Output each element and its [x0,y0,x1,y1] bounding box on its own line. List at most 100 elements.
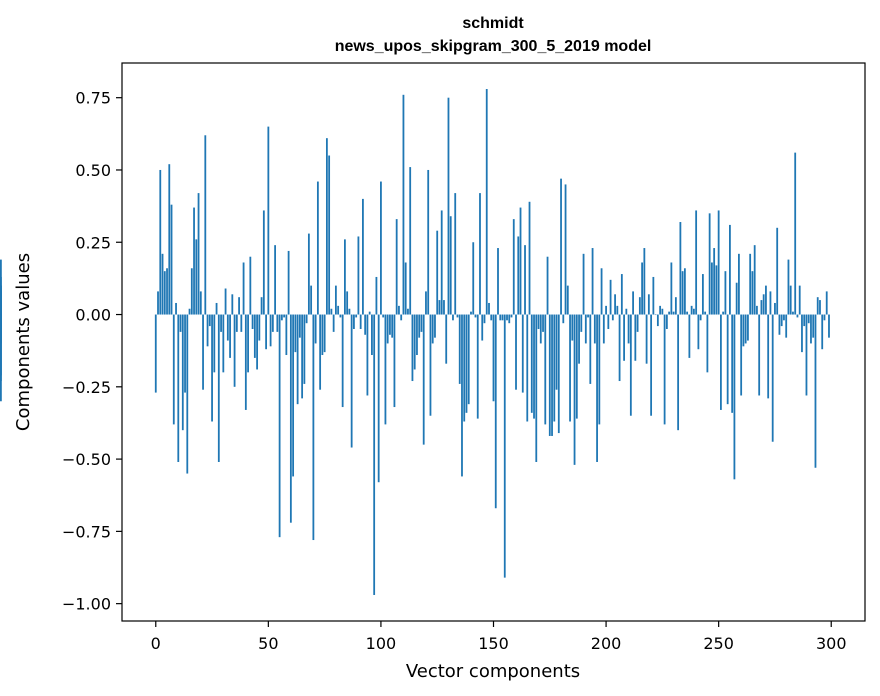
bar [348,308,351,315]
bar [159,169,162,315]
bar [267,126,270,315]
bar [825,291,828,315]
bar [584,314,587,344]
bar [357,236,360,315]
bar [715,265,718,315]
bar [796,314,799,318]
bar [774,302,776,315]
bar [756,305,758,315]
bar [274,245,276,315]
bar [521,314,524,393]
bar [168,164,171,315]
bar [407,308,409,315]
bar [463,314,466,422]
x-tick-label: 200 [591,634,622,653]
bar [420,314,423,332]
bar [729,224,731,315]
bar [665,314,668,329]
bar [319,314,322,390]
bar [204,135,207,315]
bar [548,314,551,436]
bar [787,259,790,315]
bar [609,279,612,315]
bar [645,314,648,364]
bar [731,314,734,413]
bar [765,285,767,315]
bar [828,314,830,338]
bar [157,291,159,315]
bar [429,314,432,416]
bar [515,314,517,390]
bar [618,314,621,382]
bar [679,222,682,315]
bar [692,308,695,315]
bar [812,314,815,338]
bar [625,308,628,315]
bar [686,311,689,315]
bar [762,294,765,315]
bar [652,276,655,315]
bar [650,314,653,416]
bar [571,314,574,341]
x-axis-label: Vector components [406,661,580,682]
bar [242,262,245,315]
bar [557,314,560,434]
bar [328,155,331,315]
y-tick-label: 0.50 [75,161,111,180]
bar [598,314,601,425]
bar [474,314,477,318]
bar [208,314,211,327]
bar [258,314,261,341]
y-tick-label: 0.75 [75,89,111,108]
bar [445,314,448,364]
bar [353,314,355,329]
bar [699,314,702,321]
bar [422,314,425,445]
bar [161,253,164,315]
bar [614,294,616,315]
bar [213,314,216,373]
bar [492,314,495,402]
bar [350,314,353,448]
bar [555,314,558,390]
bar [481,314,484,341]
bar [303,314,306,384]
bar [452,314,454,321]
bar [371,314,373,356]
bar [803,314,806,327]
bar [807,314,810,324]
bar [465,314,468,413]
bar [416,314,418,356]
bar [472,242,475,315]
chart-title: schmidt [462,15,524,32]
bar [393,314,396,408]
bar [190,268,193,315]
bar [175,302,177,315]
bar [193,207,195,315]
bar [384,314,387,425]
bar [503,314,506,578]
bar [753,245,756,315]
bar [780,314,783,327]
bar [634,314,637,361]
bar [674,297,677,315]
bar [395,219,398,315]
bar [0,288,2,315]
bar [688,314,691,358]
bar [344,239,346,315]
bar [573,314,576,465]
bar [623,314,625,361]
bar [197,193,200,315]
bar [708,213,711,315]
bar [296,314,299,405]
bar [398,305,400,315]
bar [758,314,761,396]
bar [330,308,333,315]
bar [749,253,752,315]
bar [798,285,801,315]
bar [564,184,567,315]
bar [539,314,542,344]
bar [654,314,657,316]
bar [528,201,531,315]
bar [656,314,659,327]
